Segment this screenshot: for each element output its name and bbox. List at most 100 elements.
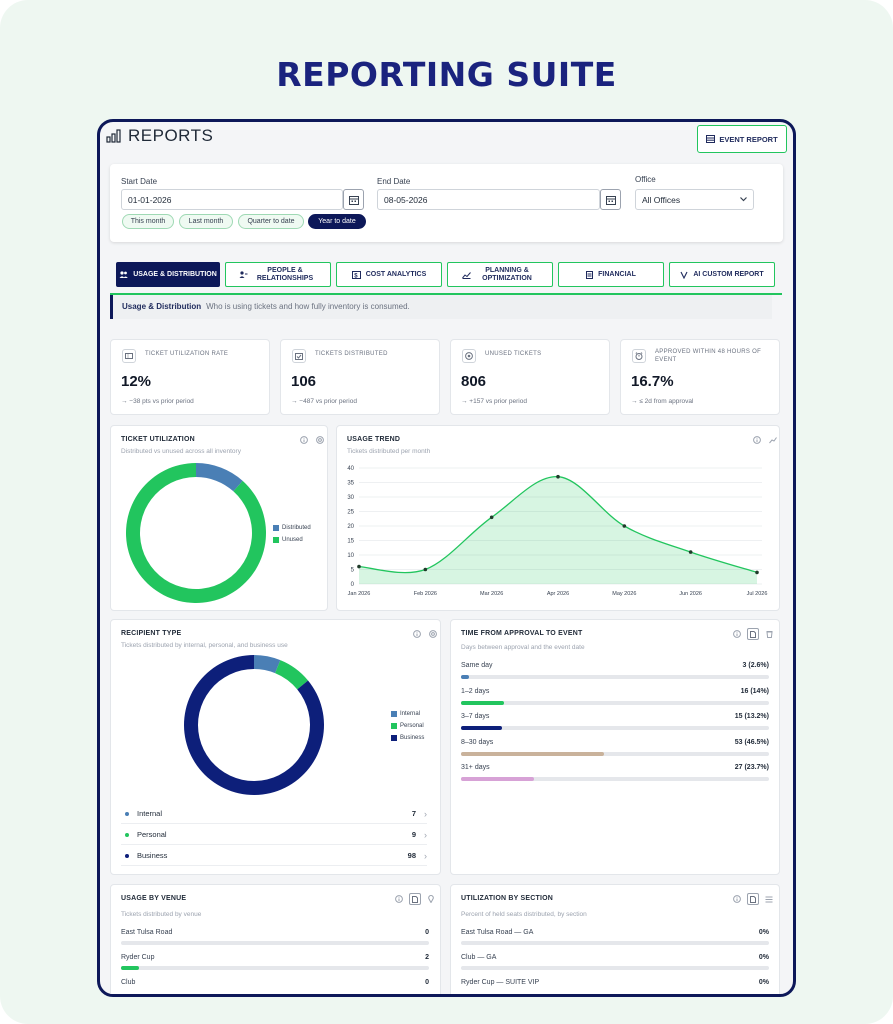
approval-bar <box>461 751 605 756</box>
card-subtitle: Days between approval and the event date <box>461 644 585 651</box>
document-icon[interactable] <box>409 893 421 905</box>
event-report-label: EVENT REPORT <box>719 134 778 144</box>
device-frame: REPORTS EVENT REPORT Start Date 01-01-20… <box>97 119 796 997</box>
kpi-value: 806 <box>461 373 487 390</box>
data-point <box>423 567 428 572</box>
data-point <box>489 515 494 520</box>
legend-item-distributed: Distributed <box>273 522 311 534</box>
x-tick-label: Jan 2026 <box>348 591 371 597</box>
info-icon[interactable] <box>731 893 743 905</box>
card-title: UTILIZATION BY SECTION <box>461 895 554 902</box>
card-subtitle: Distributed vs unused across all invento… <box>121 448 241 455</box>
chip-this-month[interactable]: This month <box>122 214 174 229</box>
reports-screen: REPORTS EVENT REPORT Start Date 01-01-20… <box>100 122 793 994</box>
list-icon[interactable] <box>763 893 775 905</box>
info-icon[interactable] <box>393 893 405 905</box>
usage-trend-area <box>359 476 757 584</box>
trash-icon[interactable] <box>763 628 775 640</box>
start-date-calendar-button[interactable] <box>343 189 364 210</box>
kpi-label: UNUSED TICKETS <box>485 351 542 357</box>
venue-bar <box>121 966 140 970</box>
list-item-business[interactable]: Business 98 › <box>121 846 427 866</box>
tab-planning-optimization[interactable]: PLANNING & OPTIMIZATION <box>447 262 553 287</box>
card-subtitle: Tickets distributed by internal, persona… <box>121 642 288 649</box>
card-title: TICKET UTILIZATION <box>121 436 195 443</box>
document-icon[interactable] <box>747 628 759 640</box>
chip-year-to-date[interactable]: Year to date <box>308 214 366 229</box>
chart-type-icon[interactable] <box>427 628 439 640</box>
tab-people-relationships[interactable]: PEOPLE & RELATIONSHIPS <box>225 262 331 287</box>
legend-item-internal: Internal <box>391 708 424 720</box>
kpi-card-tickets-distributed: TICKETS DISTRIBUTED 106 → −487 vs prior … <box>280 339 440 415</box>
kpi-delta: → +157 vs prior period <box>461 398 527 405</box>
reports-title: REPORTS <box>128 126 214 145</box>
user-link-icon <box>239 271 248 278</box>
y-tick-label: 5 <box>351 568 355 574</box>
approval-row-value: 16 (14%) <box>740 687 769 695</box>
filter-panel: Start Date 01-01-2026 End Date 08-05-202… <box>110 164 783 242</box>
office-select[interactable]: All Offices <box>635 189 754 210</box>
line-chart-icon[interactable] <box>767 434 779 446</box>
usage-by-venue-card: USAGE BY VENUE Tickets distributed by ve… <box>110 884 441 994</box>
unused-icon <box>462 349 476 363</box>
event-report-button[interactable]: EVENT REPORT <box>697 125 787 153</box>
utilization-by-section-card: UTILIZATION BY SECTION Percent of held s… <box>450 884 780 994</box>
info-icon[interactable] <box>298 434 310 446</box>
recipient-type-donut <box>184 655 324 795</box>
chart-type-icon[interactable] <box>314 434 326 446</box>
legend-item-unused: Unused <box>273 534 311 546</box>
kpi-label: APPROVED WITHIN 48 HOURS OF EVENT <box>655 349 762 363</box>
approval-row-value: 27 (23.7%) <box>734 764 769 771</box>
ticket-utilization-donut <box>126 463 267 603</box>
calendar-icon <box>605 195 616 205</box>
card-title: RECIPIENT TYPE <box>121 630 182 637</box>
x-tick-label: Feb 2026 <box>414 591 437 597</box>
chevron-right-icon: › <box>424 808 427 819</box>
tab-label: USAGE & DISTRIBUTION <box>133 270 217 278</box>
tab-label: PEOPLE & RELATIONSHIPS <box>256 266 314 282</box>
chip-last-month[interactable]: Last month <box>179 214 233 229</box>
kpi-delta: → ≤ 2d from approval <box>631 398 694 405</box>
approval-row-value: 53 (46.5%) <box>734 738 769 746</box>
y-tick-label: 0 <box>351 582 355 588</box>
tab-usage-distribution[interactable]: USAGE & DISTRIBUTION <box>116 262 220 287</box>
data-point <box>556 474 560 479</box>
end-date-calendar-button[interactable] <box>600 189 621 210</box>
recipient-type-card: RECIPIENT TYPE Tickets distributed by in… <box>110 619 441 875</box>
card-title: USAGE BY VENUE <box>121 895 187 902</box>
approval-row-label: 3–7 days <box>461 713 490 720</box>
document-icon[interactable] <box>747 893 759 905</box>
users-icon <box>119 271 128 278</box>
donut-slice-internal <box>254 655 281 674</box>
start-date-field[interactable]: 01-01-2026 <box>121 189 343 210</box>
approval-bar <box>461 700 505 705</box>
tab-cost-analytics[interactable]: $ COST ANALYTICS <box>336 262 442 287</box>
approval-row-value: 3 (2.6%) <box>742 662 769 669</box>
recipient-type-legend: Internal Personal Business <box>391 708 424 744</box>
donut-slice-distributed <box>196 463 243 492</box>
tab-label: FINANCIAL <box>598 270 636 278</box>
list-item-personal[interactable]: Personal 9 › <box>121 825 427 845</box>
card-subtitle: Tickets distributed per month <box>347 448 431 455</box>
info-icon[interactable] <box>411 628 423 640</box>
info-icon[interactable] <box>731 628 743 640</box>
info-icon[interactable] <box>751 434 763 446</box>
approval-bar <box>461 726 502 730</box>
donut-slice-personal <box>275 660 309 690</box>
kpi-value: 16.7% <box>631 373 674 390</box>
list-item-internal[interactable]: Internal 7 › <box>121 804 427 824</box>
card-title: TIME FROM APPROVAL TO EVENT <box>461 630 583 637</box>
chip-quarter-to-date[interactable]: Quarter to date <box>238 214 304 229</box>
approval-row-label: 31+ days <box>461 764 490 771</box>
ticket-utilization-legend: Distributed Unused <box>273 522 311 546</box>
tab-description-text: Who is using tickets and how fully inven… <box>206 302 410 311</box>
kpi-delta: → −38 pts vs prior period <box>121 398 194 405</box>
end-date-field[interactable]: 08-05-2026 <box>377 189 600 210</box>
end-date-label: End Date <box>377 177 411 186</box>
pin-icon[interactable] <box>425 893 437 905</box>
chevron-right-icon: › <box>424 850 427 861</box>
tab-financial[interactable]: FINANCIAL <box>558 262 664 287</box>
tab-ai-custom-report[interactable]: AI CUSTOM REPORT <box>669 262 775 287</box>
kpi-card-utilization-rate: TICKET UTILIZATION RATE 12% → −38 pts vs… <box>110 339 270 415</box>
